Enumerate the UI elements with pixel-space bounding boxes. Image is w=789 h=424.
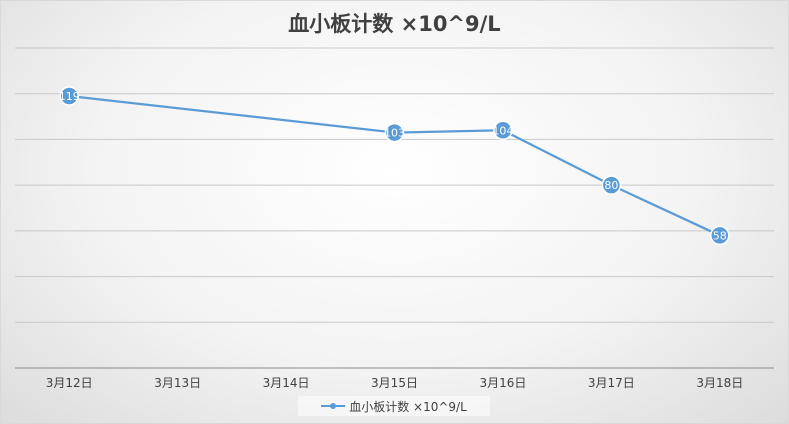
x-tick-label: 3月18日	[696, 376, 743, 390]
x-tick-label: 3月14日	[263, 376, 310, 390]
data-label: 103	[384, 127, 405, 140]
x-tick-label: 3月12日	[46, 376, 93, 390]
data-label: 119	[59, 90, 80, 103]
data-label: 58	[713, 229, 727, 242]
series-line-layer	[69, 94, 721, 237]
series-line	[69, 94, 721, 237]
data-point	[601, 175, 622, 195]
x-tick-label: 3月13日	[154, 376, 201, 390]
data-points: 119 103 104 80 58	[59, 86, 730, 246]
x-axis: 3月12日 3月13日 3月14日 3月15日 3月16日 3月17日 3月18日	[15, 367, 774, 390]
x-tick-label: 3月17日	[588, 376, 635, 390]
data-point	[710, 225, 730, 246]
data-point	[493, 120, 513, 141]
x-tick-label: 3月16日	[479, 376, 526, 390]
data-point	[59, 86, 79, 106]
x-tick-label: 3月15日	[371, 376, 418, 390]
chart-title: 血小板计数 ×10^9/L	[288, 12, 501, 36]
data-point	[384, 122, 405, 143]
legend-label: 血小板计数 ×10^9/L	[349, 399, 467, 414]
gridlines	[15, 47, 774, 323]
data-label: 104	[492, 124, 513, 137]
legend-marker-icon	[321, 403, 346, 409]
data-label: 80	[604, 179, 618, 192]
legend: 血小板计数 ×10^9/L	[298, 396, 490, 416]
